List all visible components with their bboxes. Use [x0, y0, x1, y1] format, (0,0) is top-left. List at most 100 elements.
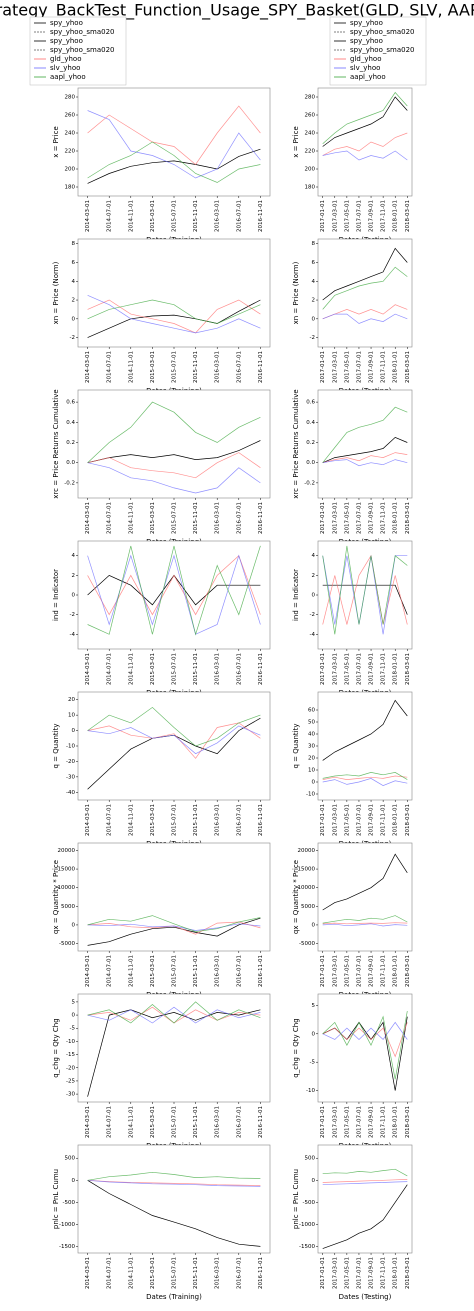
x-tick-label: 2017-09-01: [369, 200, 375, 232]
series-line: [87, 148, 261, 184]
y-axis-label: pnlc = PnL Cumu: [52, 1169, 60, 1229]
x-tick-label: 2014-03-01: [85, 653, 91, 685]
y-tick-label: 200: [65, 167, 76, 173]
plot-area: [317, 87, 413, 197]
y-tick-label: -1000: [59, 1222, 75, 1228]
y-tick-label: -10: [306, 792, 315, 798]
series-line: [322, 313, 408, 324]
y-axis-label: qx = Quantity * Price: [292, 860, 300, 934]
y-tick-label: -10: [66, 744, 75, 750]
y-tick-label: 0.2: [66, 440, 75, 446]
y-tick-label: 60: [308, 708, 315, 714]
x-tick-label: 2015-07-01: [172, 804, 178, 836]
x-tick-label: 2017-11-01: [381, 955, 387, 987]
series-line: [322, 96, 408, 147]
series-line: [87, 725, 261, 755]
y-tick-label: -5000: [299, 941, 315, 947]
y-tick-label: 240: [65, 131, 76, 137]
x-tick-label: 2017-01-01: [320, 804, 326, 836]
x-tick-label: 2015-07-01: [172, 502, 178, 534]
legend-label: aapl_yhoo: [350, 73, 386, 81]
x-tick-label: 2014-11-01: [128, 1106, 134, 1138]
y-tick-label: 0: [72, 1013, 76, 1019]
x-tick-label: 2018-03-01: [405, 200, 411, 232]
series-line: [322, 1184, 408, 1249]
plot-area: [77, 87, 271, 197]
series-line: [87, 917, 261, 946]
x-tick-label: 2017-11-01: [381, 502, 387, 534]
x-tick-label: 2014-11-01: [128, 955, 134, 987]
plot-area: [317, 238, 413, 348]
series-line: [322, 304, 408, 320]
x-tick-label: 2014-07-01: [107, 1257, 113, 1289]
x-tick-label: 2016-11-01: [258, 351, 264, 383]
x-tick-label: 2017-09-01: [369, 1106, 375, 1138]
x-tick-label: 2018-01-01: [393, 1106, 399, 1138]
series-line: [87, 440, 261, 464]
series-line: [322, 923, 408, 927]
plot-area: [317, 691, 413, 801]
y-tick-label: -2: [70, 612, 75, 618]
x-tick-label: 2017-09-01: [369, 955, 375, 987]
y-tick-label: 0.6: [306, 400, 315, 406]
y-tick-label: 0.4: [306, 420, 315, 426]
y-tick-label: -5: [70, 1026, 76, 1032]
x-tick-label: 2017-07-01: [356, 1106, 362, 1138]
x-tick-label: 2017-01-01: [320, 1257, 326, 1289]
x-tick-label: 2015-03-01: [150, 653, 156, 685]
x-tick-label: 2016-07-01: [236, 200, 242, 232]
plot-area: [317, 540, 413, 650]
x-tick-label: 2016-03-01: [215, 804, 221, 836]
y-tick-label: 220: [305, 149, 316, 155]
x-tick-label: 2015-11-01: [193, 1257, 199, 1289]
y-tick-label: 50: [308, 720, 315, 726]
x-tick-label: 2015-07-01: [172, 1106, 178, 1138]
x-tick-label: 2017-07-01: [356, 351, 362, 383]
plot-area: [77, 238, 271, 348]
y-tick-label: 10: [68, 713, 75, 719]
y-tick-label: -1500: [299, 1244, 315, 1250]
y-tick-label: 0.6: [66, 400, 75, 406]
x-tick-label: 2017-01-01: [320, 1106, 326, 1138]
x-tick-label: 2017-05-01: [344, 1106, 350, 1138]
x-tick-label: 2014-11-01: [128, 351, 134, 383]
x-tick-label: 2018-01-01: [393, 1257, 399, 1289]
y-tick-label: 10: [308, 768, 315, 774]
x-tick-label: 2016-07-01: [236, 1106, 242, 1138]
y-tick-label: -20: [66, 759, 75, 765]
series-line: [322, 247, 408, 301]
series-line: [87, 141, 261, 183]
y-axis-label: q_chg = Qty Chg: [52, 1018, 60, 1077]
y-tick-label: -0.2: [304, 480, 315, 486]
x-tick-label: 2014-03-01: [85, 804, 91, 836]
x-tick-label: 2017-11-01: [381, 653, 387, 685]
x-tick-label: 2015-11-01: [193, 955, 199, 987]
x-tick-label: 2018-01-01: [393, 804, 399, 836]
y-tick-label: 4: [312, 279, 316, 285]
y-tick-label: 500: [305, 1156, 316, 1162]
x-tick-label: 2017-09-01: [369, 804, 375, 836]
series-line: [87, 1179, 261, 1186]
x-tick-label: 2016-11-01: [258, 1257, 264, 1289]
y-tick-label: 20: [308, 756, 315, 762]
x-tick-label: 2017-01-01: [320, 351, 326, 383]
y-tick-label: 0: [72, 728, 76, 734]
series-line: [87, 294, 261, 334]
y-tick-label: -1500: [59, 1244, 75, 1250]
x-tick-label: 2017-05-01: [344, 804, 350, 836]
x-tick-label: 2018-01-01: [393, 653, 399, 685]
x-tick-label: 2018-01-01: [393, 200, 399, 232]
legend-label: spy_yhoo_sma020: [50, 28, 115, 36]
x-tick-label: 2017-03-01: [332, 502, 338, 534]
series-line: [322, 406, 408, 463]
y-tick-label: 2: [72, 298, 76, 304]
x-tick-label: 2016-03-01: [215, 502, 221, 534]
x-tick-label: 2015-03-01: [150, 200, 156, 232]
legend-label: slv_yhoo: [50, 64, 80, 72]
x-tick-label: 2014-11-01: [128, 653, 134, 685]
series-line: [322, 545, 408, 635]
y-tick-label: 4: [312, 553, 316, 559]
x-tick-label: 2016-11-01: [258, 955, 264, 987]
legend-label: spy_yhoo: [50, 37, 83, 45]
series-line: [87, 1001, 261, 1024]
